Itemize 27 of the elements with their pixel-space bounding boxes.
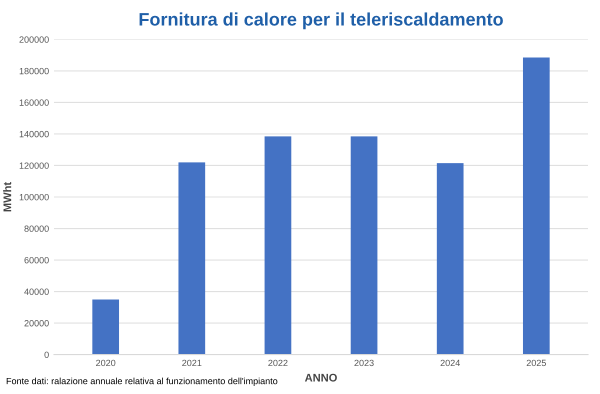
y-tick-label: 0 — [44, 352, 49, 358]
y-tick-label: 200000 — [19, 36, 49, 43]
y-tick-label: 140000 — [20, 130, 49, 138]
x-axis-title: ANNO — [304, 374, 337, 382]
y-tick-label: 180000 — [20, 68, 49, 74]
y-axis-title: MWht — [3, 182, 12, 212]
bar — [350, 136, 378, 355]
x-tick-label: 2024 — [440, 360, 460, 366]
x-tick-label: 2020 — [96, 360, 116, 366]
bar — [436, 163, 464, 355]
y-tick-label: 120000 — [20, 162, 49, 169]
y-tick-label: 160000 — [20, 99, 49, 106]
bar — [264, 136, 292, 355]
y-tick-label: 60000 — [24, 257, 49, 264]
y-tick-label: 100000 — [20, 194, 49, 200]
y-tick-label: 40000 — [24, 288, 49, 295]
y-tick-label: 80000 — [24, 225, 49, 232]
x-tick-label: 2022 — [268, 360, 288, 366]
x-tick-label: 2021 — [182, 360, 202, 366]
y-tick-label: 20000 — [24, 320, 49, 326]
chart-title: Fornitura di calore per il teleriscaldamento — [140, 12, 503, 30]
source-note: Fonte dati: ralazione annuale relativa al funzionamento dell'impianto — [6, 378, 278, 386]
x-tick-label: 2023 — [354, 360, 374, 366]
bar — [522, 58, 550, 355]
x-tick-label: 2025 — [526, 360, 546, 366]
bar — [92, 299, 120, 355]
bar — [178, 162, 206, 355]
